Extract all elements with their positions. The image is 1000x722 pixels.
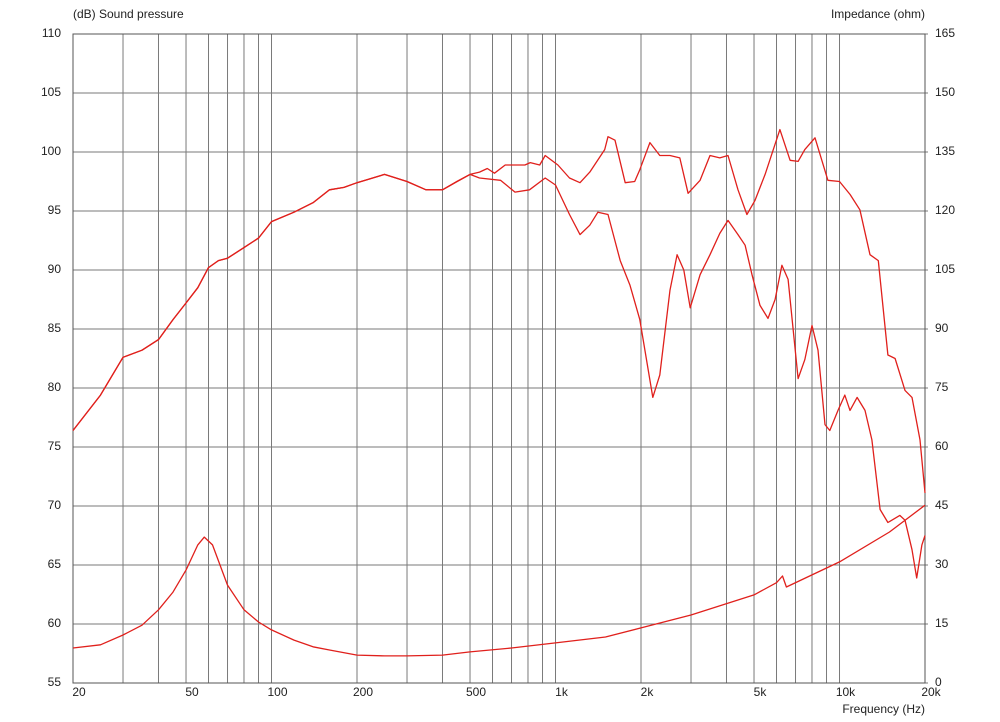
y-tick-label: 105 [41,85,61,99]
y2-tick-label: 90 [935,321,949,335]
y2-tick-label: 30 [935,557,949,571]
y2-axis-label: Impedance (ohm) [831,7,925,21]
y-tick-label: 65 [48,557,62,571]
y-tick-label: 60 [48,616,62,630]
y-tick-label: 90 [48,262,62,276]
y2-tick-label: 60 [935,439,949,453]
plot-frame [72,33,926,684]
y-tick-label: 70 [48,498,62,512]
x-tick-label: 20 [72,685,86,699]
y2-tick-label: 15 [935,616,949,630]
x-tick-label: 5k [754,685,768,699]
y2-tick-label: 45 [935,498,949,512]
y2-tick-label: 150 [935,85,955,99]
y-tick-label: 100 [41,144,61,158]
y2-tick-label: 75 [935,380,949,394]
y2-tick-label: 120 [935,203,955,217]
line-series [72,173,926,579]
x-tick-label: 200 [353,685,373,699]
y-tick-label: 85 [48,321,62,335]
y-axis-label: (dB) Sound pressure [73,7,184,21]
y-tick-label: 75 [48,439,62,453]
y2-tick-label: 105 [935,262,955,276]
x-axis-label: Frequency (Hz) [842,702,925,716]
y2-tick-label: 165 [935,26,955,40]
y-tick-label: 110 [42,26,61,40]
y-tick-label: 95 [48,203,62,217]
line-series [72,504,926,657]
x-tick-label: 10k [836,685,856,699]
y-tick-label: 55 [48,675,62,689]
x-tick-label: 2k [641,685,655,699]
x-tick-label: 100 [267,685,287,699]
y2-tick-label: 135 [935,144,955,158]
y-tick-label: 80 [48,380,62,394]
x-tick-label: 500 [466,685,486,699]
x-tick-label: 1k [555,685,569,699]
y2-tick-label: 0 [935,675,942,689]
x-tick-label: 50 [185,685,199,699]
x-tick-label: 20k [921,685,941,699]
